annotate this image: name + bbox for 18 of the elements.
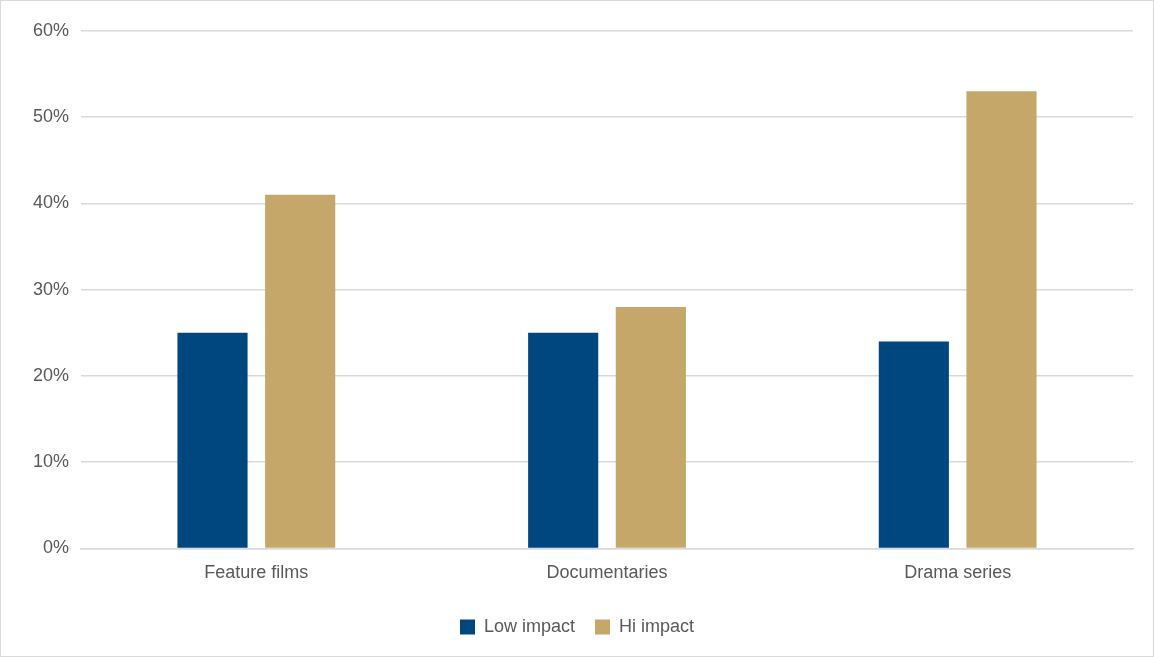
bar	[265, 194, 336, 548]
x-tick-label: Drama series	[904, 562, 1012, 583]
y-tick-label: 0%	[43, 537, 70, 558]
y-tick-label: 50%	[33, 106, 70, 127]
x-tick-label: Feature films	[204, 562, 309, 583]
y-tick-label: 60%	[33, 19, 70, 40]
bar	[878, 341, 949, 548]
legend-label: Low impact	[483, 615, 576, 636]
y-tick-label: 20%	[33, 364, 70, 385]
x-tick-label: Documentaries	[546, 562, 668, 583]
y-tick-label: 40%	[33, 192, 70, 213]
legend-label: Hi impact	[619, 615, 695, 636]
bar	[177, 332, 248, 548]
bar	[615, 306, 686, 548]
bar	[528, 332, 599, 548]
y-tick-label: 10%	[33, 451, 70, 472]
bar	[966, 91, 1037, 548]
y-tick-label: 30%	[33, 278, 70, 299]
